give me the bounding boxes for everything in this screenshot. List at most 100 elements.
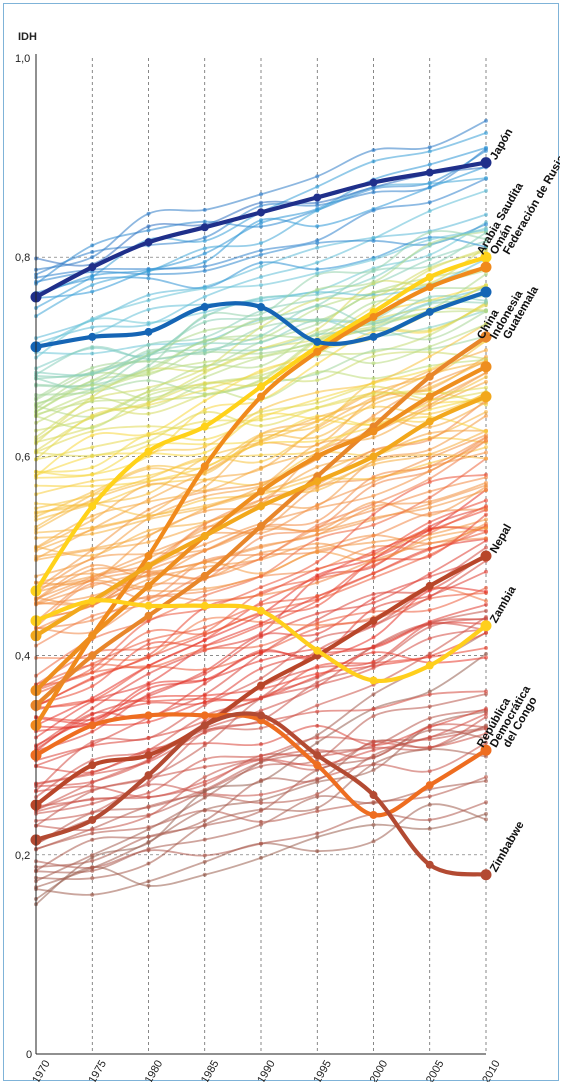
background-series-point — [427, 737, 432, 742]
background-series-point — [427, 381, 432, 386]
series-point — [200, 601, 209, 610]
background-series-point — [90, 365, 95, 370]
background-series-point — [315, 271, 320, 276]
series-point — [480, 251, 492, 263]
background-series-point — [484, 379, 488, 384]
background-series-point — [90, 770, 95, 775]
background-series-point — [202, 488, 207, 493]
background-series-point — [427, 531, 432, 536]
background-series-point — [315, 397, 320, 402]
background-series-point — [259, 240, 263, 245]
background-series-point — [90, 571, 95, 576]
background-series-point — [259, 792, 263, 797]
background-series-point — [484, 480, 488, 485]
background-series-point — [259, 316, 263, 321]
series-point — [369, 178, 378, 187]
background-series-point — [146, 540, 151, 545]
series-point — [425, 781, 434, 790]
background-series-point — [146, 443, 151, 448]
background-series-point — [371, 275, 376, 280]
background-series-point — [90, 583, 95, 588]
background-series-point — [202, 251, 207, 256]
background-series-point — [484, 504, 488, 509]
background-series-point — [371, 159, 376, 164]
background-series-point — [259, 822, 263, 827]
background-series-point — [202, 328, 207, 333]
background-series-point — [315, 400, 320, 405]
background-series-point — [315, 733, 320, 738]
x-tick-label: 1985 — [199, 1058, 222, 1082]
background-series-point — [90, 472, 95, 477]
background-series-point — [259, 274, 263, 279]
background-series-point — [484, 230, 488, 235]
background-series-point — [146, 353, 151, 358]
background-series-point — [90, 453, 95, 458]
background-series-point — [259, 571, 263, 576]
background-series-point — [90, 517, 95, 522]
background-series-point — [371, 745, 376, 750]
background-series-point — [259, 283, 263, 288]
series-point — [313, 347, 322, 356]
background-series-point — [427, 769, 432, 774]
background-series-point — [146, 736, 151, 741]
background-series-point — [371, 402, 376, 407]
background-series-point — [202, 264, 207, 269]
background-series-point — [371, 635, 376, 640]
background-series-point — [484, 536, 488, 541]
background-series-point — [484, 652, 488, 657]
background-series-point — [427, 499, 432, 504]
background-series-point — [371, 650, 376, 655]
background-series-point — [371, 755, 376, 760]
background-series-point — [315, 532, 320, 537]
series-point — [144, 561, 153, 570]
background-series-point — [202, 268, 207, 273]
background-series-point — [202, 696, 207, 701]
background-series-point — [371, 563, 376, 568]
background-series-point — [202, 647, 207, 652]
background-series-point — [315, 545, 320, 550]
series-point — [369, 427, 378, 436]
background-series-point — [146, 476, 151, 481]
background-series-point — [427, 447, 432, 452]
background-series-point — [90, 289, 95, 294]
background-series-point — [90, 831, 95, 836]
background-series-point — [90, 663, 95, 668]
background-series-point — [315, 703, 320, 708]
background-series-point — [90, 479, 95, 484]
background-series-point — [484, 498, 488, 503]
background-series-point — [371, 801, 376, 806]
background-series-point — [90, 827, 95, 832]
background-series-point — [90, 784, 95, 789]
background-series-point — [259, 666, 263, 671]
series-point — [425, 417, 434, 426]
background-series-point — [315, 617, 320, 622]
background-series-point — [146, 840, 151, 845]
background-series-point — [371, 381, 376, 386]
background-series-point — [146, 861, 151, 866]
background-series-point — [146, 482, 151, 487]
background-series-point — [484, 148, 488, 153]
background-series-point — [427, 489, 432, 494]
background-series-point — [371, 644, 376, 649]
background-series-point — [202, 743, 207, 748]
series-point — [425, 581, 434, 590]
background-series-point — [202, 560, 207, 565]
background-series-point — [484, 212, 488, 217]
background-series-point — [146, 638, 151, 643]
background-series-point — [427, 209, 432, 214]
x-tick-label: 1995 — [311, 1058, 334, 1082]
background-series-point — [202, 478, 207, 483]
background-series-point — [427, 405, 432, 410]
background-series-point — [484, 354, 488, 359]
background-series-point — [259, 695, 263, 700]
background-series-point — [90, 465, 95, 470]
background-series-point — [427, 230, 432, 235]
background-series-point — [484, 731, 488, 736]
background-series-point — [202, 757, 207, 762]
background-series-point — [315, 550, 320, 555]
series-point — [369, 332, 378, 341]
background-series-point — [315, 287, 320, 292]
background-series-point — [371, 459, 376, 464]
background-series-point — [427, 520, 432, 525]
background-series-point — [315, 438, 320, 443]
